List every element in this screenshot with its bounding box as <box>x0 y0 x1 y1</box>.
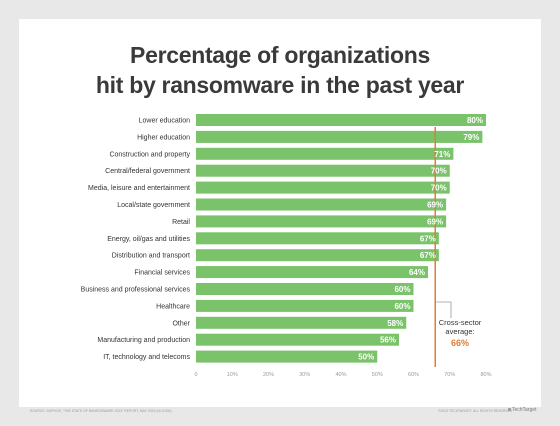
bar <box>196 249 439 262</box>
annotation-connector <box>436 301 452 318</box>
value-label: 69% <box>427 217 443 226</box>
category-label: Retail <box>172 219 190 226</box>
category-label: Central/federal government <box>105 168 190 175</box>
category-label: Media, leisure and entertainment <box>88 185 190 192</box>
value-label: 70% <box>431 184 447 193</box>
category-label: Business and professional services <box>81 287 191 294</box>
value-label: 71% <box>434 150 450 159</box>
category-label: Higher education <box>137 134 190 141</box>
x-tick-label: 20% <box>263 372 274 378</box>
category-label: IT, technology and telecoms <box>103 354 190 361</box>
category-label: Construction and property <box>109 151 190 158</box>
category-label: Other <box>172 320 190 327</box>
average-annotation-value: 66% <box>451 338 469 348</box>
bar <box>196 181 450 194</box>
x-tick-label: 60% <box>408 372 419 378</box>
category-label: Healthcare <box>156 303 190 310</box>
x-tick-label: 80% <box>480 372 491 378</box>
x-tick-label: 40% <box>335 372 346 378</box>
value-label: 64% <box>409 268 425 277</box>
category-label: Manufacturing and production <box>97 337 190 344</box>
value-label: 56% <box>380 336 396 345</box>
x-tick-label: 0 <box>194 372 197 378</box>
category-label: Financial services <box>134 270 190 277</box>
x-tick-label: 10% <box>227 372 238 378</box>
bar <box>196 283 414 295</box>
bar <box>196 147 454 160</box>
bar <box>196 333 399 346</box>
value-label: 67% <box>420 234 436 243</box>
bar <box>196 164 450 177</box>
x-tick-label: 50% <box>372 372 383 378</box>
category-label: Distribution and transport <box>112 253 190 260</box>
value-label: 80% <box>467 116 483 125</box>
bar <box>196 114 486 126</box>
bar <box>196 316 407 329</box>
brand-logo: TechTarget <box>512 407 537 413</box>
value-label: 69% <box>427 201 443 210</box>
bar <box>196 198 447 211</box>
chart-title: Percentage of organizations hit by ranso… <box>0 40 560 100</box>
category-label: Local/state government <box>117 202 190 209</box>
brand-logo-mark <box>508 408 511 411</box>
source-note: SOURCE: SOPHOS, "THE STATE OF RANSOMWARE… <box>30 409 172 413</box>
x-tick-label: 30% <box>299 372 310 378</box>
category-label: Energy, oil/gas and utilities <box>107 236 190 243</box>
bar <box>196 215 447 228</box>
bar <box>196 232 439 245</box>
category-label: Lower education <box>139 118 190 125</box>
bar <box>196 130 483 143</box>
copyright-note: ©2023 TECHTARGET. ALL RIGHTS RESERVED <box>438 409 513 413</box>
value-label: 60% <box>394 302 410 311</box>
chart-title-line2: hit by ransomware in the past year <box>95 72 465 98</box>
average-annotation-line2: average: <box>445 327 474 336</box>
value-label: 67% <box>420 251 436 260</box>
value-label: 70% <box>431 167 447 176</box>
value-label: 79% <box>463 133 479 142</box>
x-tick-label: 70% <box>444 372 455 378</box>
chart-title-line1: Percentage of organizations <box>130 42 430 68</box>
value-label: 58% <box>387 319 403 328</box>
value-label: 60% <box>394 285 410 294</box>
value-label: 50% <box>358 353 374 362</box>
bar <box>196 350 378 363</box>
average-annotation-line1: Cross-sector <box>439 318 482 327</box>
bar <box>196 299 414 312</box>
bar <box>196 266 428 279</box>
